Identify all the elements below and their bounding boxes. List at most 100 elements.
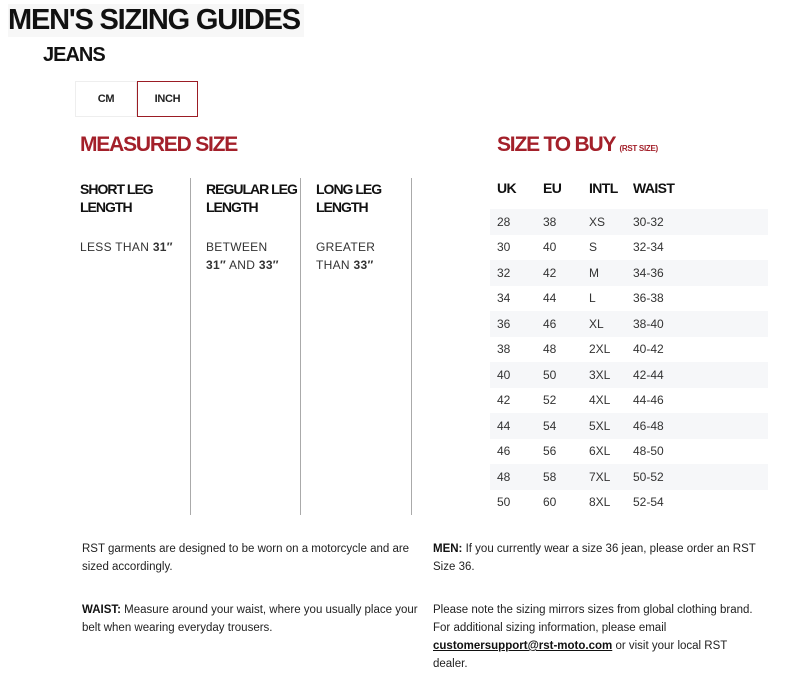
table-cell: 48-50 [633, 444, 664, 459]
page-subtitle: JEANS [43, 44, 106, 66]
table-cell: 6XL [589, 444, 611, 459]
table-cell: 46 [497, 444, 511, 459]
table-row: 32 42 M 34-36 [490, 260, 768, 286]
table-cell: 32 [497, 265, 511, 280]
note-garments: RST garments are designed to be worn on … [82, 543, 410, 573]
table-cell: L [589, 291, 596, 306]
table-cell: 32-34 [633, 240, 664, 255]
table-cell: 2XL [589, 342, 611, 357]
table-cell: 34-36 [633, 265, 664, 280]
column-divider [411, 178, 412, 515]
rst-size-note: (RST SIZE) [619, 144, 659, 153]
table-row: 36 46 XL 38-40 [490, 311, 768, 337]
header-line: LENGTH [206, 199, 259, 215]
header-uk: UK [497, 180, 517, 196]
table-cell: 50 [497, 495, 511, 510]
table-cell: 30 [497, 240, 511, 255]
note-label: MEN: [433, 543, 463, 555]
table-cell: XS [589, 214, 606, 229]
value-text: LESS THAN [80, 240, 153, 254]
size-table: UK EU INTL WAIST 28 38 XS 30-32 30 40 S 32-34 32… [490, 180, 768, 515]
table-cell: 42-44 [633, 367, 664, 382]
header-line: LONG LEG [316, 181, 382, 197]
note-text: Measure around your waist, where you usu… [82, 604, 418, 634]
measured-size-heading: MEASURED SIZE [80, 133, 238, 156]
table-cell: 54 [543, 418, 557, 433]
table-cell: M [589, 265, 599, 280]
table-row: 46 56 6XL 48-50 [490, 439, 768, 465]
note-waist: WAIST: Measure around your waist, where … [82, 601, 422, 637]
size-to-buy-heading: SIZE TO BUY (RST SIZE) [497, 133, 658, 157]
unit-tab-inch[interactable]: INCH [137, 81, 198, 117]
table-cell: 60 [543, 495, 557, 510]
table-row: 34 44 L 36-38 [490, 286, 768, 312]
table-cell: 7XL [589, 469, 611, 484]
table-cell: 5XL [589, 418, 611, 433]
header-line: LENGTH [80, 199, 133, 215]
table-cell: 34 [497, 291, 511, 306]
header-intl: INTL [589, 180, 618, 196]
value-text: AND [226, 258, 259, 272]
table-cell: 36-38 [633, 291, 664, 306]
column-divider [300, 178, 301, 515]
value-text: BETWEEN [206, 240, 268, 254]
header-line: REGULAR LEG [206, 181, 298, 197]
unit-tab-cm[interactable]: CM [75, 81, 137, 117]
note-text: If you currently wear a size 36 jean, pl… [433, 543, 756, 573]
table-cell: 58 [543, 469, 557, 484]
value-bold: 31″ [206, 258, 226, 272]
table-row: 38 48 2XL 40-42 [490, 337, 768, 363]
value-text: GREATER [316, 240, 376, 254]
table-cell: 8XL [589, 495, 611, 510]
table-cell: 38 [543, 214, 557, 229]
short-leg-header: SHORT LEG LENGTH [80, 180, 154, 216]
table-row: 50 60 8XL 52-54 [490, 490, 768, 516]
header-waist: WAIST [633, 180, 675, 196]
table-row: 42 52 4XL 44-46 [490, 388, 768, 414]
note-label: WAIST: [82, 604, 121, 616]
table-cell: 28 [497, 214, 511, 229]
page-title: MEN'S SIZING GUIDES [8, 4, 304, 37]
value-bold: 33″ [353, 258, 374, 272]
table-row: 28 38 XS 30-32 [490, 209, 768, 235]
table-cell: 30-32 [633, 214, 664, 229]
table-body: 28 38 XS 30-32 30 40 S 32-34 32 42 M 34-36 34 44 L 36-3… [490, 209, 768, 515]
table-cell: XL [589, 316, 604, 331]
table-cell: 44 [543, 291, 557, 306]
value-text: THAN [316, 258, 354, 272]
table-cell: 3XL [589, 367, 611, 382]
column-divider [190, 178, 191, 515]
note-sizing: Please note the sizing mirrors sizes fro… [433, 601, 763, 673]
header-eu: EU [543, 180, 562, 196]
table-cell: 52-54 [633, 495, 664, 510]
table-row: 40 50 3XL 42-44 [490, 362, 768, 388]
header-line: SHORT LEG [80, 181, 154, 197]
note-text: or visit your local RST dealer. [433, 640, 728, 670]
table-cell: S [589, 240, 598, 255]
value-bold: 31″ [152, 240, 173, 254]
value-bold: 33″ [258, 258, 279, 272]
table-cell: 38-40 [633, 316, 664, 331]
table-cell: 52 [543, 393, 557, 408]
table-header: UK EU INTL WAIST [490, 180, 768, 209]
table-cell: 50-52 [633, 469, 664, 484]
support-email-link[interactable]: customersupport@rst-moto.com [433, 640, 613, 652]
header-line: LENGTH [316, 199, 369, 215]
table-cell: 38 [497, 342, 511, 357]
regular-leg-value: BETWEEN 31″ AND 33″ [206, 238, 279, 274]
table-cell: 46-48 [633, 418, 664, 433]
table-cell: 4XL [589, 393, 611, 408]
table-row: 44 54 5XL 46-48 [490, 413, 768, 439]
table-cell: 44 [497, 418, 511, 433]
table-cell: 48 [497, 469, 511, 484]
table-cell: 40 [497, 367, 511, 382]
note-men: MEN: If you currently wear a size 36 jea… [433, 540, 773, 576]
table-cell: 50 [543, 367, 557, 382]
table-cell: 40-42 [633, 342, 664, 357]
table-cell: 36 [497, 316, 511, 331]
table-cell: 56 [543, 444, 557, 459]
regular-leg-header: REGULAR LEG LENGTH [206, 180, 298, 216]
long-leg-header: LONG LEG LENGTH [316, 180, 382, 216]
note-text: Please note the sizing mirrors sizes fro… [433, 604, 753, 634]
table-cell: 42 [543, 265, 557, 280]
